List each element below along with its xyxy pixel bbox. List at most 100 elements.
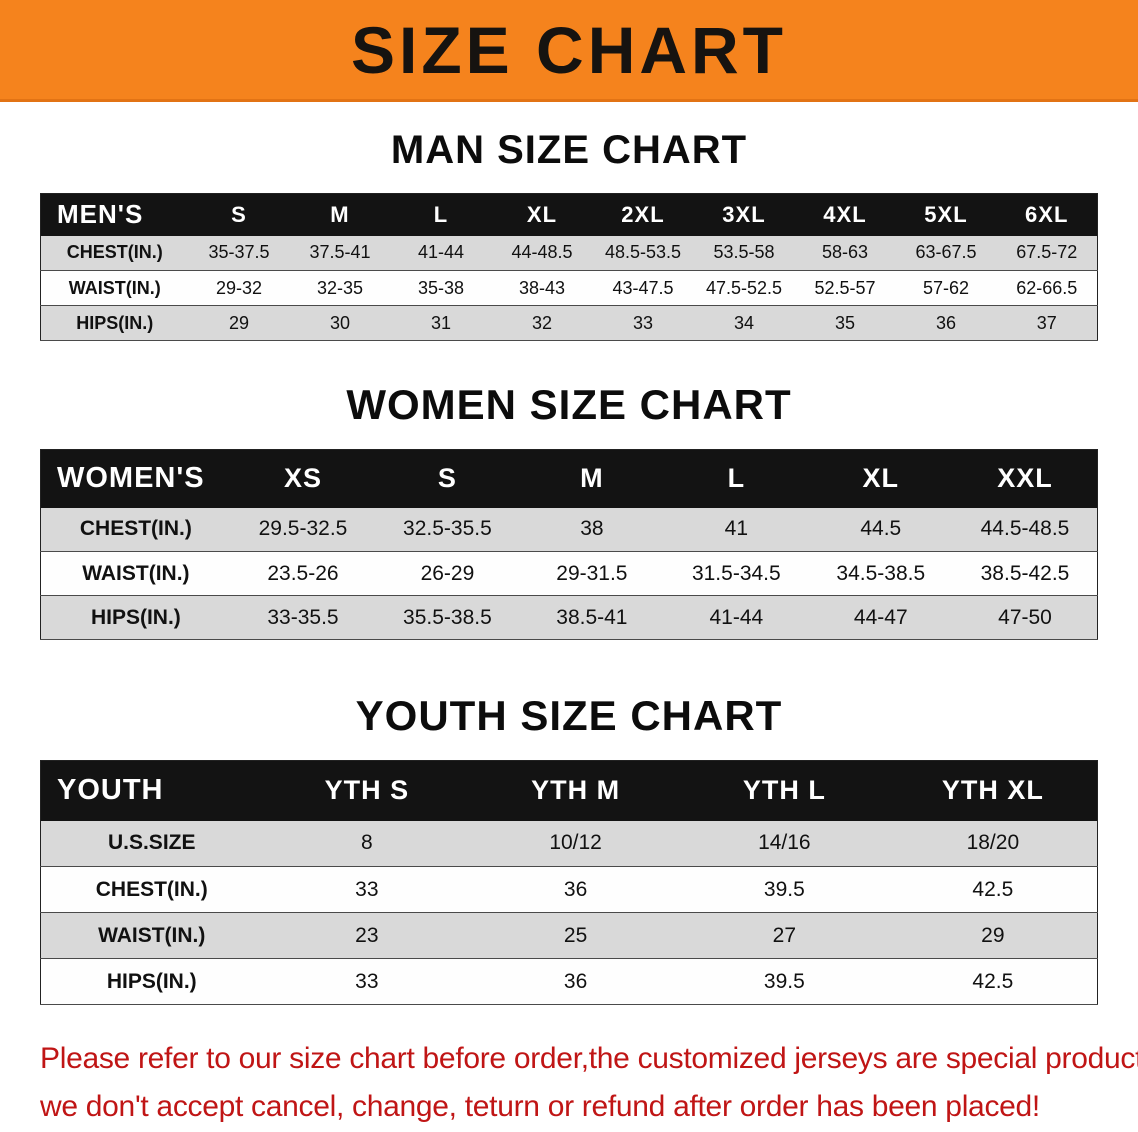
- size-value-cell: 34: [733, 312, 754, 333]
- table-row: HIPS(IN.) 33-35.5 35.5-38.5 38.5-41 41-44 44-…: [40, 595, 1098, 640]
- women-section-heading: WOMEN SIZE CHART: [346, 381, 792, 428]
- size-column-header: M: [519, 449, 665, 508]
- table-row: CHEST(IN.) 35-37.5 37.5-41 41-44 44-48.5 48.5…: [40, 235, 1098, 271]
- size-column-header: YTH L: [679, 760, 889, 821]
- size-value-cell: 35.5-38.5: [403, 605, 492, 629]
- table-row: WAIST(IN.) 29-32 32-35 35-38 38-43 43-47.5 47.…: [40, 270, 1098, 306]
- page-title: SIZE CHART: [351, 12, 787, 87]
- size-column-header: XL: [808, 449, 954, 508]
- row-label: WAIST(IN.): [68, 277, 161, 298]
- size-value-cell: 53.5-58: [713, 242, 775, 263]
- size-value-cell: 23.5-26: [267, 561, 339, 585]
- size-value-cell: 38.5-42.5: [980, 561, 1070, 585]
- row-label: CHEST(IN.): [79, 517, 192, 541]
- size-value-cell: 25: [563, 923, 588, 947]
- youth-section-heading: YOUTH SIZE CHART: [355, 692, 783, 739]
- size-column-header: YTH S: [262, 760, 472, 821]
- row-label: CHEST(IN.): [66, 242, 163, 263]
- size-value-cell: 36: [935, 312, 956, 333]
- size-value-cell: 26-29: [420, 561, 475, 585]
- size-value-cell: 52.5-57: [814, 277, 876, 298]
- table-row: WAIST(IN.) 23.5-26 26-29 29-31.5 31.5-34.5 34…: [40, 551, 1098, 596]
- row-label: HIPS(IN.): [90, 605, 181, 629]
- banner: SIZE CHART: [0, 0, 1138, 102]
- size-value-cell: 47-50: [998, 605, 1052, 629]
- size-column-header: 4XL: [794, 193, 896, 236]
- size-value-cell: 37: [1036, 312, 1057, 333]
- size-value-cell: 29: [981, 923, 1005, 947]
- size-value-cell: 29: [228, 312, 249, 333]
- section-women: WOMEN SIZE CHART WOMEN'S XS S M L XL XXL CHEST(…: [0, 381, 1138, 640]
- size-value-cell: 31.5-34.5: [691, 561, 781, 585]
- row-label: WAIST(IN.): [82, 561, 190, 585]
- size-value-cell: 29.5-32.5: [258, 517, 348, 541]
- size-column-header: S: [375, 449, 520, 508]
- size-column-header: 5XL: [895, 193, 997, 236]
- men-section-heading: MAN SIZE CHART: [390, 128, 748, 172]
- size-column-header: L: [390, 193, 492, 236]
- size-value-cell: 63-67.5: [915, 242, 977, 263]
- section-youth: YOUTH SIZE CHART YOUTH YTH S YTH M YTH L YTH…: [0, 692, 1138, 1005]
- table-row: CHEST(IN.) 33 36 39.5 42.5: [40, 866, 1098, 913]
- size-value-cell: 58-63: [821, 242, 868, 263]
- size-value-cell: 33: [355, 969, 379, 993]
- size-value-cell: 18/20: [966, 831, 1020, 855]
- size-column-header: YTH M: [471, 760, 680, 821]
- size-value-cell: 36: [563, 969, 588, 993]
- size-value-cell: 29-31.5: [556, 561, 628, 585]
- size-value-cell: 32: [531, 312, 552, 333]
- row-label: HIPS(IN.): [76, 312, 154, 333]
- size-value-cell: 33: [355, 877, 379, 901]
- size-value-cell: 35-37.5: [208, 242, 270, 263]
- size-value-cell: 10/12: [549, 831, 602, 855]
- table-header-row: WOMEN'S XS S M L XL XXL: [40, 449, 1098, 508]
- men-size-table: MEN'S S M L XL 2XL 3XL 4XL 5XL 6XL CHEST(IN.) 35-37…: [40, 193, 1098, 341]
- size-column-header: XS: [230, 449, 376, 508]
- size-value-cell: 30: [329, 312, 350, 333]
- size-column-header: XL: [491, 193, 593, 236]
- size-value-cell: 44-47: [853, 605, 908, 629]
- table-title-header: MEN'S: [40, 193, 189, 236]
- table-row: HIPS(IN.) 33 36 39.5 42.5: [40, 958, 1098, 1005]
- size-value-cell: 32.5-35.5: [403, 517, 492, 541]
- size-value-cell: 39.5: [763, 877, 805, 901]
- size-value-cell: 32-35: [316, 277, 363, 298]
- table-row: WAIST(IN.) 23 25 27 29: [40, 912, 1098, 959]
- size-value-cell: 41-44: [417, 242, 464, 263]
- size-column-header: S: [188, 193, 290, 236]
- size-value-cell: 44.5-48.5: [980, 517, 1070, 541]
- size-value-cell: 39.5: [763, 969, 805, 993]
- table-title-header: YOUTH: [40, 760, 263, 821]
- size-value-cell: 31: [430, 312, 451, 333]
- size-value-cell: 44.5: [860, 517, 902, 541]
- size-value-cell: 29-32: [215, 277, 262, 298]
- size-value-cell: 44-48.5: [511, 242, 573, 263]
- table-row: CHEST(IN.) 29.5-32.5 32.5-35.5 38 41 44.5 44.5…: [40, 507, 1098, 552]
- size-value-cell: 62-66.5: [1016, 277, 1078, 298]
- size-value-cell: 36: [563, 877, 588, 901]
- size-column-header: M: [289, 193, 391, 236]
- size-value-cell: 37.5-41: [309, 242, 371, 263]
- size-column-header: L: [664, 449, 809, 508]
- size-value-cell: 67.5-72: [1016, 242, 1078, 263]
- size-column-header: YTH XL: [888, 760, 1098, 821]
- row-label: U.S.SIZE: [107, 831, 196, 855]
- size-column-header: 3XL: [693, 193, 795, 236]
- size-value-cell: 41: [724, 517, 749, 541]
- size-value-cell: 35: [834, 312, 855, 333]
- size-value-cell: 38-43: [518, 277, 565, 298]
- size-value-cell: 43-47.5: [612, 277, 674, 298]
- size-value-cell: 35-38: [417, 277, 464, 298]
- row-label: HIPS(IN.): [106, 969, 197, 993]
- row-label: WAIST(IN.): [98, 923, 206, 947]
- size-value-cell: 42.5: [972, 877, 1014, 901]
- size-column-header: XXL: [953, 449, 1098, 508]
- table-row: HIPS(IN.) 29 30 31 32 33 34 35 36 37: [40, 305, 1098, 341]
- table-header-row: MEN'S S M L XL 2XL 3XL 4XL 5XL 6XL: [40, 193, 1098, 236]
- charts-area: MAN SIZE CHART MEN'S S M L XL 2XL 3XL 4XL 5XL 6XL…: [0, 128, 1138, 1005]
- size-value-cell: 14/16: [758, 831, 811, 855]
- women-size-table: WOMEN'S XS S M L XL XXL CHEST(IN.) 29.5-32.5 32.5…: [40, 449, 1098, 640]
- table-title-header: WOMEN'S: [40, 449, 231, 508]
- youth-size-table: YOUTH YTH S YTH M YTH L YTH XL U.S.SIZE 8 10/12…: [40, 760, 1098, 1005]
